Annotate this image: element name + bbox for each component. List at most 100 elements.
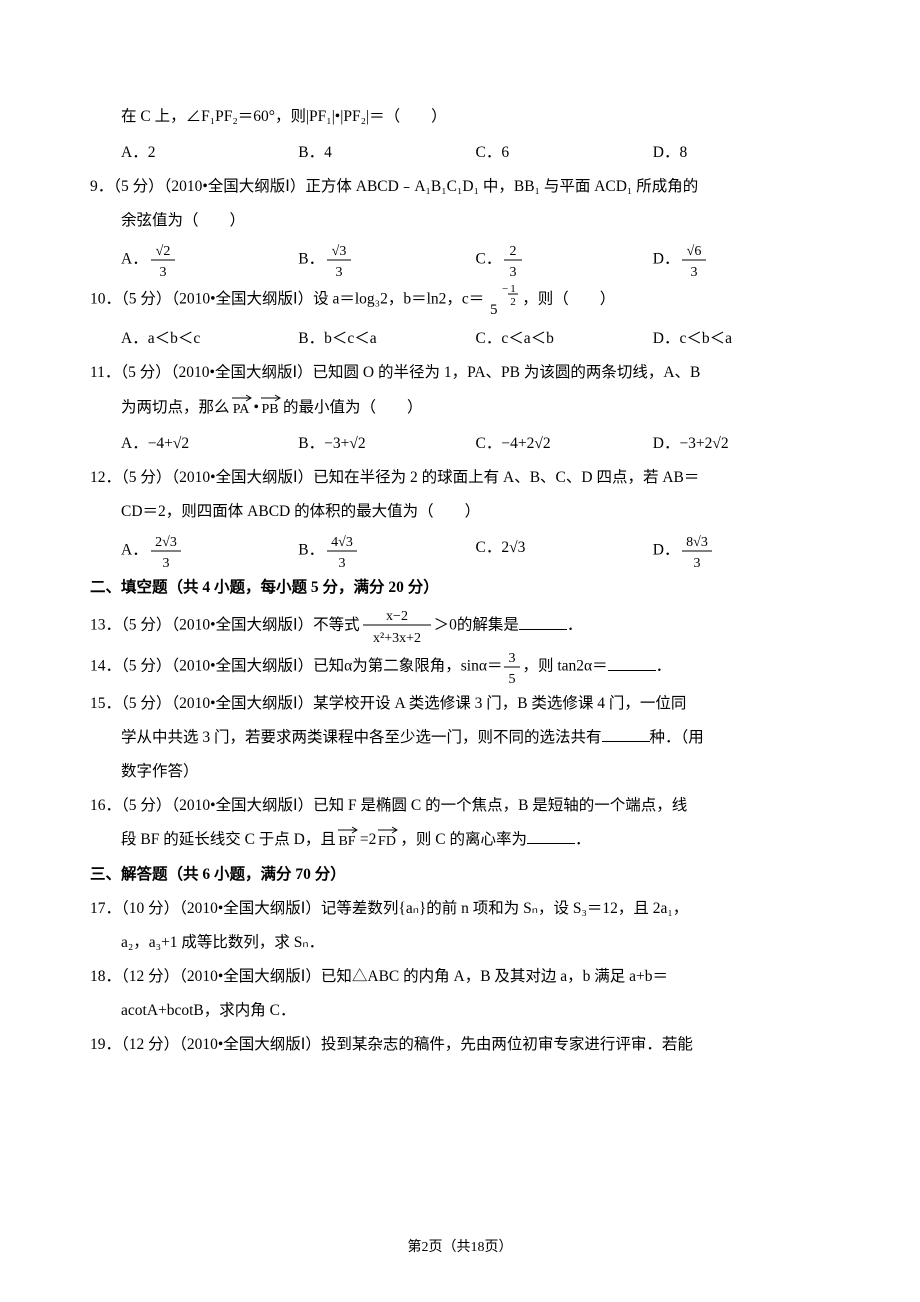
svg-text:3: 3 [691,265,698,280]
q14-post2: ． [656,658,672,675]
q12-c-val: 2√3 [501,539,525,556]
q13-line: 13．（5 分）（2010•全国大纲版Ⅰ）不等式 x−2 x²+3x+2 ＞0的解集是… [90,605,830,647]
footer-page: 2 [422,1240,429,1255]
q12-c-pre: C． [476,539,502,556]
svg-text:3: 3 [159,265,166,280]
svg-text:x²+3x+2: x²+3x+2 [373,631,421,646]
footer-mid: 页（共 [429,1240,471,1255]
svg-text:√2: √2 [155,244,170,259]
q12-opt-d: D．8√33 [653,531,830,571]
svg-text:√6: √6 [687,244,702,259]
fraction-icon: 4√33 [324,531,360,571]
section-3-heading: 三、解答题（共 6 小题，满分 70 分） [90,858,830,892]
vector-icon: BF [336,826,360,848]
blank-input[interactable] [602,726,650,743]
q8-options: A．2 B．4 C．6 D．8 [90,136,830,170]
svg-text:x−2: x−2 [386,609,408,624]
q11-l2a: 为两切点，那么 [121,399,230,416]
q14-pre: 14．（5 分）（2010•全国大纲版Ⅰ）已知α为第二象限角，sinα＝ [90,658,502,675]
q10-opt-a: A．a＜b＜c [121,322,298,356]
q12-opt-b: B．4√33 [298,531,475,571]
blank-input[interactable] [608,654,656,671]
q16-l2c: ． [575,831,591,848]
svg-text:3: 3 [509,651,516,666]
q9-opt-a: A．√23 [121,240,298,280]
q8-cont: 在 C 上，∠F₁PF₂＝60°，则|PF₁|•|PF₂|＝（ ） [90,100,830,134]
fraction-icon: 2√33 [148,531,184,571]
q9-opt-b: B．√33 [298,240,475,280]
svg-text:2: 2 [511,296,517,308]
exam-page: 在 C 上，∠F₁PF₂＝60°，则|PF₁|•|PF₂|＝（ ） A．2 B．… [0,0,920,1302]
svg-text:5: 5 [509,672,516,687]
svg-text:3: 3 [162,556,169,571]
q13-post2: ． [567,617,583,634]
q10-pre: 10．（5 分）（2010•全国大纲版Ⅰ）设 a＝log₃2，b＝ln2，c＝ [90,291,484,308]
q12-opt-a: A．2√33 [121,531,298,571]
svg-text:PA: PA [232,402,250,416]
q16-line2: 段 BF 的延长线交 C 于点 D，且BF=2FD，则 C 的离心率为． [90,823,830,857]
fraction-icon: √23 [148,240,178,280]
q15-line1: 15．（5 分）（2010•全国大纲版Ⅰ）某学校开设 A 类选修课 3 门，B … [90,687,830,721]
vector-icon: PA [230,394,254,416]
q9-opt-d: D．√63 [653,240,830,280]
q9-c-pre: C． [476,251,502,268]
q15-l2b: 种．（用 [650,729,704,746]
svg-text:2√3: 2√3 [155,535,177,550]
svg-text:1: 1 [511,283,517,295]
q11-line2: 为两切点，那么PA•PB的最小值为（ ） [90,391,830,425]
exponent-icon: 5−12 [484,280,522,320]
fraction-icon: x−2 x²+3x+2 [360,605,434,647]
q9-options: A．√23 B．√33 C．23 D．√63 [90,240,830,280]
svg-text:BF: BF [338,834,355,848]
q12-opt-c: C．2√3 [476,531,653,571]
q11-line1: 11．（5 分）（2010•全国大纲版Ⅰ）已知圆 O 的半径为 1，PA、PB … [90,356,830,390]
q14-line: 14．（5 分）（2010•全国大纲版Ⅰ）已知α为第二象限角，sinα＝35，则… [90,647,830,687]
fraction-icon: 23 [501,240,525,280]
q13-post1: ＞0的解集是 [434,617,519,634]
fraction-icon: √63 [679,240,709,280]
q9-opt-c: C．23 [476,240,653,280]
q12-d-pre: D． [653,542,680,559]
q14-post1: ，则 tan2α＝ [522,658,607,675]
q15-line3: 数字作答） [90,755,830,789]
svg-text:PB: PB [261,402,278,416]
svg-text:3: 3 [510,265,517,280]
fraction-icon: √33 [324,240,354,280]
q12-a-pre: A． [121,542,148,559]
q10-opt-d: D．c＜b＜a [653,322,830,356]
q15-line2: 学从中共选 3 门，若要求两类课程中各至少选一门，则不同的选法共有 种．（用 [90,721,830,755]
q15-l2a: 学从中共选 3 门，若要求两类课程中各至少选一门，则不同的选法共有 [121,729,602,746]
q8-opt-a: A．2 [121,136,298,170]
q8-opt-b: B．4 [298,136,475,170]
q12-line1: 12．（5 分）（2010•全国大纲版Ⅰ）已知在半径为 2 的球面上有 A、B、… [90,461,830,495]
q10-options: A．a＜b＜c B．b＜c＜a C．c＜a＜b D．c＜b＜a [90,322,830,356]
q18-line1: 18．（12 分）（2010•全国大纲版Ⅰ）已知△ABC 的内角 A，B 及其对… [90,960,830,994]
svg-text:4√3: 4√3 [331,535,353,550]
fraction-icon: 35 [502,647,522,687]
q13-pre: 13．（5 分）（2010•全国大纲版Ⅰ）不等式 [90,617,360,634]
q10-opt-b: B．b＜c＜a [298,322,475,356]
page-footer: 第2页（共18页） [0,1233,920,1264]
q11-l2b: 的最小值为（ ） [283,399,423,416]
svg-text:3: 3 [339,556,346,571]
q9-b-pre: B． [298,251,324,268]
blank-input[interactable] [527,828,575,845]
q10-opt-c: C．c＜a＜b [476,322,653,356]
svg-text:√3: √3 [332,244,347,259]
q8-opt-d: D．8 [653,136,830,170]
vector-icon: PB [259,394,283,416]
svg-text:8√3: 8√3 [687,535,709,550]
q12-line2: CD＝2，则四面体 ABCD 的体积的最大值为（ ） [90,495,830,529]
q9-a-pre: A． [121,251,148,268]
q12-b-pre: B． [298,542,324,559]
svg-text:−: − [502,283,508,295]
q17-line1: 17．（10 分）（2010•全国大纲版Ⅰ）记等差数列{aₙ}的前 n 项和为 … [90,892,830,926]
q19-line1: 19．（12 分）（2010•全国大纲版Ⅰ）投到某杂志的稿件，先由两位初审专家进… [90,1028,830,1062]
q12-options: A．2√33 B．4√33 C．2√3 D．8√33 [90,531,830,571]
footer-pre: 第 [408,1240,422,1255]
footer-post: 页） [485,1240,513,1255]
blank-input[interactable] [519,613,567,630]
q16-l2b: ，则 C 的离心率为 [400,831,527,848]
svg-text:3: 3 [336,265,343,280]
q16-eq: =2 [360,831,377,848]
